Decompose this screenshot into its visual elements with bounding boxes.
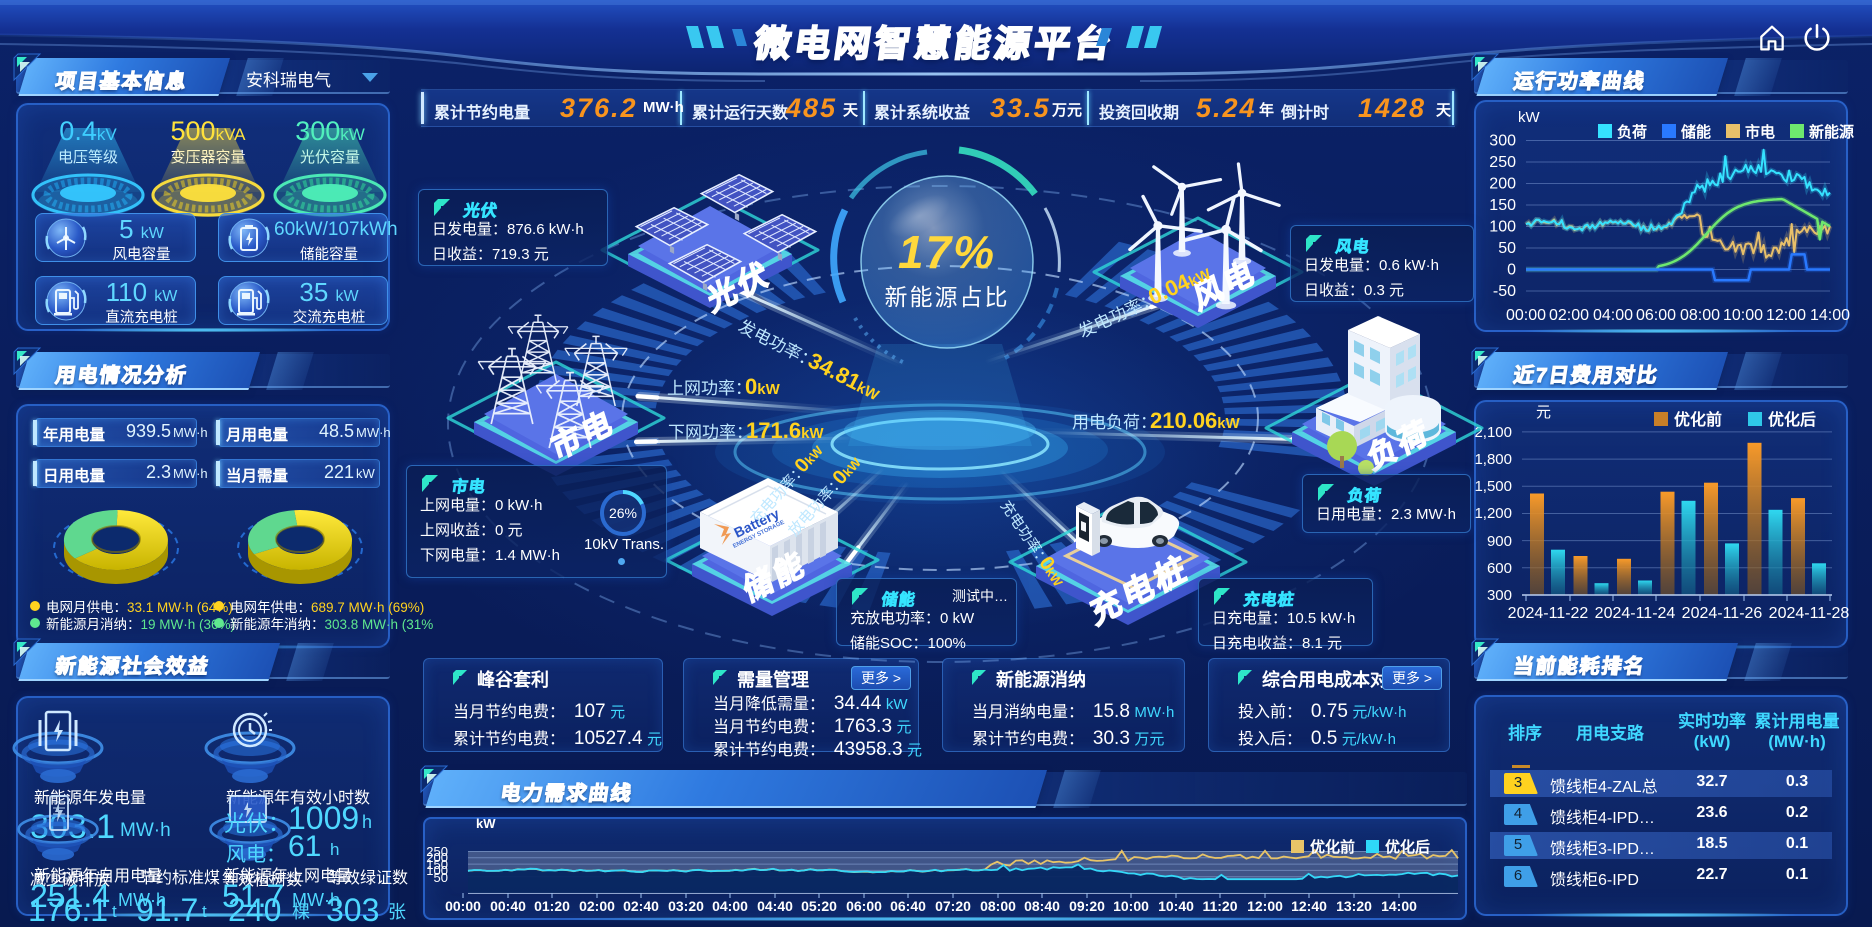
svg-text:00:00: 00:00 bbox=[445, 898, 481, 914]
svg-text:08:00: 08:00 bbox=[1680, 307, 1720, 324]
svg-text:优化后: 优化后 bbox=[1768, 410, 1816, 429]
svg-text:250: 250 bbox=[1489, 154, 1516, 171]
svg-text:优化前: 优化前 bbox=[1310, 838, 1355, 856]
svg-text:50: 50 bbox=[1498, 240, 1516, 257]
svg-text:2024-11-22: 2024-11-22 bbox=[1508, 605, 1589, 622]
svg-text:2024-11-24: 2024-11-24 bbox=[1595, 605, 1676, 622]
svg-text:08:40: 08:40 bbox=[1024, 898, 1060, 914]
svg-text:1,200: 1,200 bbox=[1474, 505, 1512, 522]
svg-text:11:20: 11:20 bbox=[1202, 898, 1237, 914]
svg-text:13:20: 13:20 bbox=[1336, 898, 1372, 914]
svg-text:05:20: 05:20 bbox=[801, 898, 837, 914]
svg-text:100: 100 bbox=[1489, 219, 1516, 236]
svg-text:600: 600 bbox=[1487, 560, 1512, 577]
svg-text:负荷: 负荷 bbox=[1617, 123, 1647, 141]
svg-text:08:00: 08:00 bbox=[980, 898, 1016, 914]
svg-text:12:40: 12:40 bbox=[1291, 898, 1327, 914]
svg-text:0: 0 bbox=[1507, 262, 1516, 279]
svg-text:优化后: 优化后 bbox=[1385, 838, 1430, 856]
svg-text:00:00: 00:00 bbox=[1506, 307, 1546, 324]
svg-text:26%: 26% bbox=[609, 505, 637, 521]
svg-text:0kW: 0kW bbox=[745, 374, 781, 399]
svg-text:用电负荷：: 用电负荷： bbox=[1072, 413, 1157, 432]
svg-text:07:20: 07:20 bbox=[935, 898, 971, 914]
svg-text:04:40: 04:40 bbox=[757, 898, 793, 914]
svg-text:2024-11-26: 2024-11-26 bbox=[1682, 605, 1763, 622]
svg-text:250: 250 bbox=[426, 844, 448, 859]
svg-text:02:00: 02:00 bbox=[579, 898, 615, 914]
svg-text:储能: 储能 bbox=[1681, 123, 1711, 141]
svg-text:06:00: 06:00 bbox=[846, 898, 882, 914]
svg-text:300: 300 bbox=[1487, 587, 1512, 604]
svg-text:50: 50 bbox=[434, 870, 448, 885]
svg-text:市电: 市电 bbox=[1745, 123, 1775, 141]
svg-text:150: 150 bbox=[426, 857, 448, 872]
svg-text:2024-11-28: 2024-11-28 bbox=[1769, 605, 1850, 622]
svg-text:04:00: 04:00 bbox=[1593, 307, 1633, 324]
svg-text:元: 元 bbox=[1536, 404, 1551, 421]
svg-text:2,100: 2,100 bbox=[1474, 424, 1512, 441]
svg-text:优化前: 优化前 bbox=[1674, 410, 1722, 429]
svg-text:12:00: 12:00 bbox=[1766, 307, 1806, 324]
svg-text:12:00: 12:00 bbox=[1247, 898, 1283, 914]
svg-text:01:20: 01:20 bbox=[534, 898, 570, 914]
svg-text:1,800: 1,800 bbox=[1474, 451, 1512, 468]
svg-text:1,500: 1,500 bbox=[1474, 478, 1512, 495]
svg-text:04:00: 04:00 bbox=[712, 898, 748, 914]
svg-text:02:00: 02:00 bbox=[1549, 307, 1589, 324]
svg-text:200: 200 bbox=[1489, 176, 1516, 193]
svg-text:06:00: 06:00 bbox=[1636, 307, 1676, 324]
svg-text:上网功率：: 上网功率： bbox=[667, 379, 752, 398]
svg-text:kW: kW bbox=[476, 816, 496, 831]
svg-text:200: 200 bbox=[426, 850, 448, 865]
svg-text:00:40: 00:40 bbox=[490, 898, 526, 914]
svg-text:kW: kW bbox=[1518, 109, 1541, 126]
svg-text:10:00: 10:00 bbox=[1723, 307, 1763, 324]
svg-text:17%: 17% bbox=[898, 226, 996, 278]
svg-text:新能源: 新能源 bbox=[1809, 123, 1854, 141]
svg-text:06:40: 06:40 bbox=[890, 898, 926, 914]
svg-text:210.06kW: 210.06kW bbox=[1150, 408, 1241, 433]
svg-text:-50: -50 bbox=[1493, 283, 1516, 300]
svg-text:10:40: 10:40 bbox=[1158, 898, 1194, 914]
svg-text:下网功率：: 下网功率： bbox=[668, 423, 753, 442]
svg-text:14:00: 14:00 bbox=[1810, 307, 1850, 324]
svg-text:10:00: 10:00 bbox=[1113, 898, 1149, 914]
svg-text:09:20: 09:20 bbox=[1069, 898, 1105, 914]
svg-text:150: 150 bbox=[1489, 197, 1516, 214]
svg-text:02:40: 02:40 bbox=[623, 898, 659, 914]
svg-text:03:20: 03:20 bbox=[668, 898, 704, 914]
svg-text:900: 900 bbox=[1487, 533, 1512, 550]
svg-text:14:00: 14:00 bbox=[1381, 898, 1417, 914]
svg-text:300: 300 bbox=[1489, 133, 1516, 150]
svg-text:新能源占比: 新能源占比 bbox=[885, 284, 1010, 310]
svg-text:100: 100 bbox=[426, 863, 448, 878]
